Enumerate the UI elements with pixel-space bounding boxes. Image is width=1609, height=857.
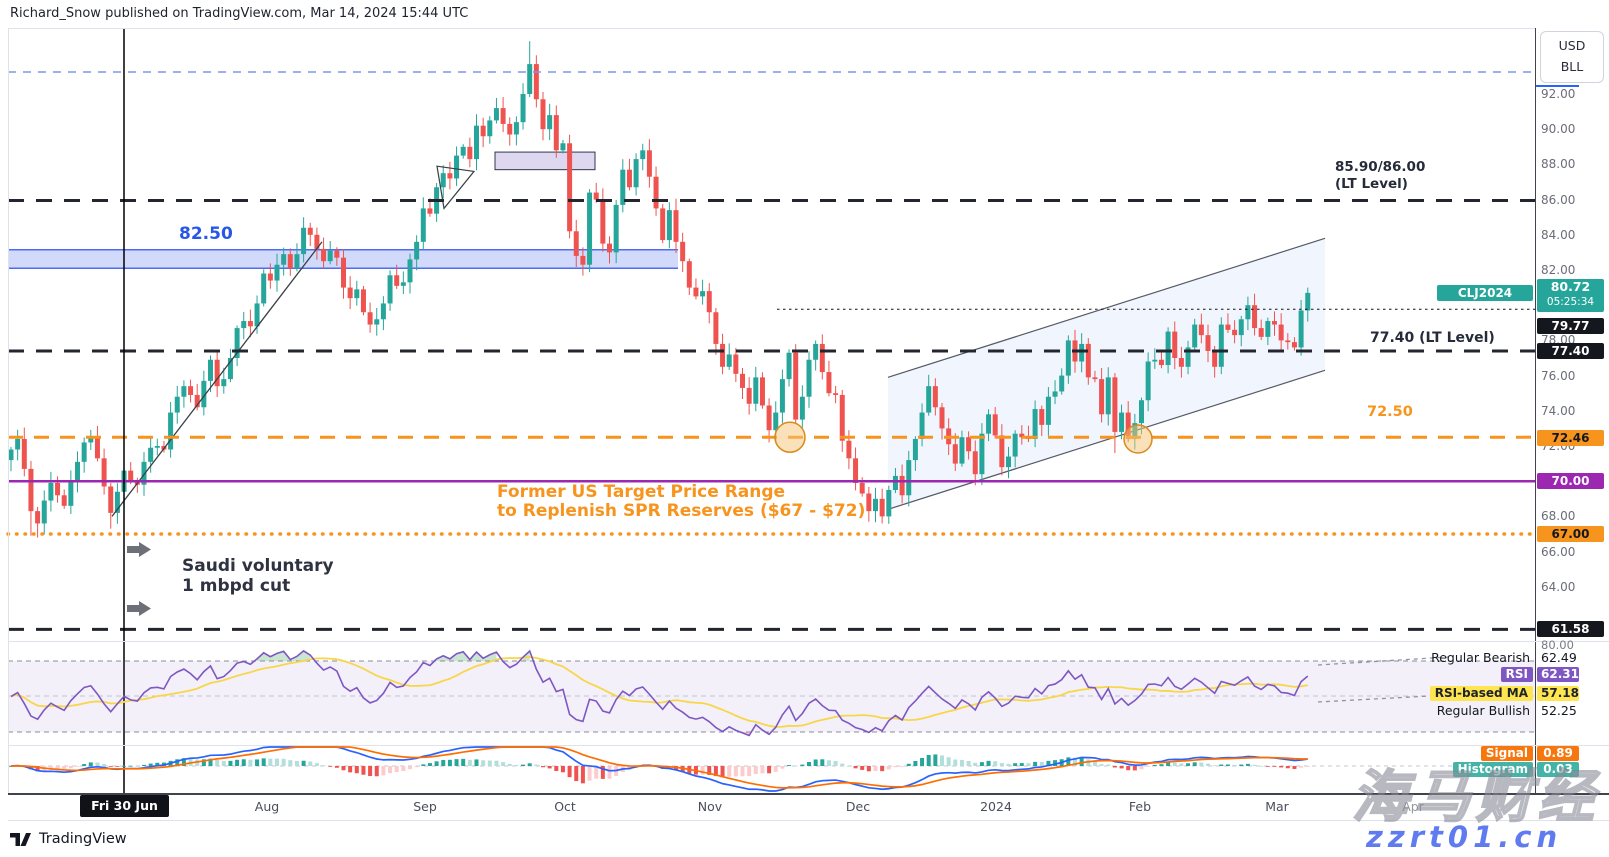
right-arrow-icon [127, 542, 151, 557]
unit-label: BLL [1560, 59, 1584, 74]
zones [8, 151, 1326, 510]
macd-pane [8, 746, 1535, 792]
purple-level-badge: 70.00 [1537, 473, 1604, 490]
time-label-mar: Mar [1265, 799, 1289, 814]
time-label-2024: 2024 [980, 799, 1012, 814]
time-label-nov: Nov [697, 799, 723, 814]
price-tick: 88.00 [1541, 157, 1576, 172]
price-tick: 92.00 [1541, 87, 1576, 101]
spr-annotation: Former US Target Price Range to Replenis… [497, 483, 865, 521]
price-tick: 90.00 [1541, 122, 1576, 137]
time-label-aug: Aug [254, 799, 280, 814]
saudi-annotation: Saudi voluntary 1 mbpd cut [182, 556, 334, 596]
macd-signal-badge: Signal [1480, 746, 1533, 761]
rsi-pane [8, 649, 1535, 737]
time-label-oct: Oct [554, 799, 576, 814]
lt-upper-level-label: 85.90/86.00 (LT Level) [1335, 159, 1425, 192]
right-arrow-icon [127, 601, 151, 616]
drawings [111, 165, 476, 517]
spr-line2: to Replenish SPR Reserves ($67 - $72) [497, 501, 866, 521]
price-tick: 68.00 [1541, 509, 1576, 524]
price-tick: 64.00 [1541, 579, 1576, 594]
macd-histogram-value-badge: 0.03 [1537, 762, 1579, 777]
rsi-ma-value-badge: 57.18 [1537, 686, 1579, 701]
rsi-badge: RSI [1500, 667, 1533, 682]
currency-label: USD [1558, 38, 1586, 53]
saudi-line2: 1 mbpd cut [182, 576, 291, 596]
lower-lt-badge: 61.58 [1537, 621, 1604, 638]
candles [8, 41, 1311, 538]
lt-upper-line1: 85.90/86.00 [1335, 159, 1426, 175]
tradingview-logo[interactable]: TradingView [10, 831, 127, 847]
macd-histogram-badge: Histogram [1452, 762, 1533, 777]
rsi-regular-bearish-value: 62.49 [1541, 650, 1577, 665]
retest-badge: 72.46 [1537, 429, 1604, 446]
time-label-feb: Feb [1128, 799, 1152, 814]
rsi-regular-bullish-value: 52.25 [1541, 703, 1577, 718]
time-axis-border [8, 793, 1609, 795]
symbol-badge: CLJ2024 [1437, 284, 1533, 301]
resistance-8250-label: 82.50 [179, 224, 233, 244]
cjk-watermark: 海马财经 [1351, 764, 1600, 831]
price-tick: 74.00 [1541, 403, 1576, 418]
countdown: 05:25:34 [1546, 295, 1595, 308]
level-lines [6, 28, 1579, 793]
price-tick: 82.00 [1541, 263, 1576, 277]
spr-line1: Former US Target Price Range [497, 482, 786, 502]
price-tick: 76.00 [1541, 368, 1576, 383]
crosshair-date-badge: Fri 30 Jun '23 [80, 795, 169, 835]
orange-7250-label: 72.50 [1367, 404, 1413, 420]
price-tick: 84.00 [1541, 227, 1576, 242]
publish-header: Richard_Snow published on TradingView.co… [10, 6, 469, 21]
tradingview-wordmark: TradingView [39, 831, 127, 847]
price-tick: 66.00 [1541, 544, 1576, 559]
unit-box: USD BLL [1540, 31, 1604, 83]
rsi-regular-bullish-label: Regular Bullish [1436, 703, 1530, 718]
lt-upper-line2: (LT Level) [1335, 175, 1408, 192]
prev-close-badge: 79.77 [1537, 318, 1604, 335]
price-tick: 86.00 [1541, 192, 1576, 207]
time-axis-bottom-border [8, 820, 1609, 821]
macd-signal-value-badge: 0.89 [1537, 746, 1579, 761]
saudi-line1: Saudi voluntary [182, 556, 334, 576]
tradingview-mark-icon [10, 833, 31, 846]
rsi-axis-tick: 80.00 [1541, 638, 1574, 652]
price-axis-border [1535, 28, 1536, 793]
rsi-regular-bearish-label: Regular Bearish [1431, 650, 1530, 665]
rsi-ma-badge: RSI-based MA [1429, 686, 1533, 701]
spr-level-badge: 67.00 [1537, 526, 1604, 542]
chart-left-border [8, 28, 9, 793]
time-label-apr: Apr [1402, 799, 1424, 814]
last-price: 80.72 [1550, 278, 1591, 294]
macd-pane-separator [8, 745, 1609, 746]
lt-mid-level-label: 77.40 (LT Level) [1370, 330, 1495, 346]
rsi-pane-separator [8, 641, 1609, 642]
time-label-sep: Sep [413, 799, 437, 814]
last-price-badge: 80.72 05:25:34 [1537, 278, 1604, 312]
time-label-dec: Dec [845, 799, 871, 814]
lt-level-badge: 77.40 [1537, 342, 1604, 359]
rsi-value-badge: 62.31 [1537, 667, 1579, 682]
site-watermark: zzrt01.cn [1366, 820, 1563, 854]
chart-top-border [8, 28, 1535, 29]
